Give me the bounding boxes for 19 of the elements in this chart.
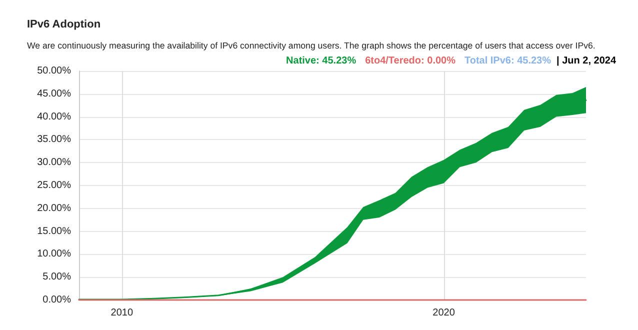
y-tick-label: 45.00% xyxy=(37,88,72,100)
y-tick-label: 30.00% xyxy=(37,157,72,168)
y-tick-label: 35.00% xyxy=(37,134,72,146)
text: 6to4/Teredo: 0.00% xyxy=(365,56,456,66)
y-tick-label: 25.00% xyxy=(37,180,72,191)
y-tick-label: 50.00% xyxy=(37,66,72,76)
y-tick-label: 15.00% xyxy=(37,226,72,237)
x-tick-label: 2010 xyxy=(110,308,134,318)
y-tick-label: 5.00% xyxy=(42,272,72,283)
y-tick-label: 0.00% xyxy=(42,294,72,306)
chart-subtitle: We are continuously measuring the availability of IPv6 connectivity among users. The graph shows the percentage of users that access over IPv6. xyxy=(27,40,596,50)
text: | Jun 2, 2024 xyxy=(556,56,616,66)
x-tick-label: 2020 xyxy=(432,308,456,318)
chart-title: IPv6 Adoption xyxy=(27,18,101,30)
y-tick-label: 10.00% xyxy=(37,248,72,260)
y-tick-label: 40.00% xyxy=(37,111,72,122)
y-tick-label: 20.00% xyxy=(37,202,72,214)
legend-label: Total IPv6: 45.23% xyxy=(464,56,552,66)
text: Native: 45.23% xyxy=(286,56,356,66)
